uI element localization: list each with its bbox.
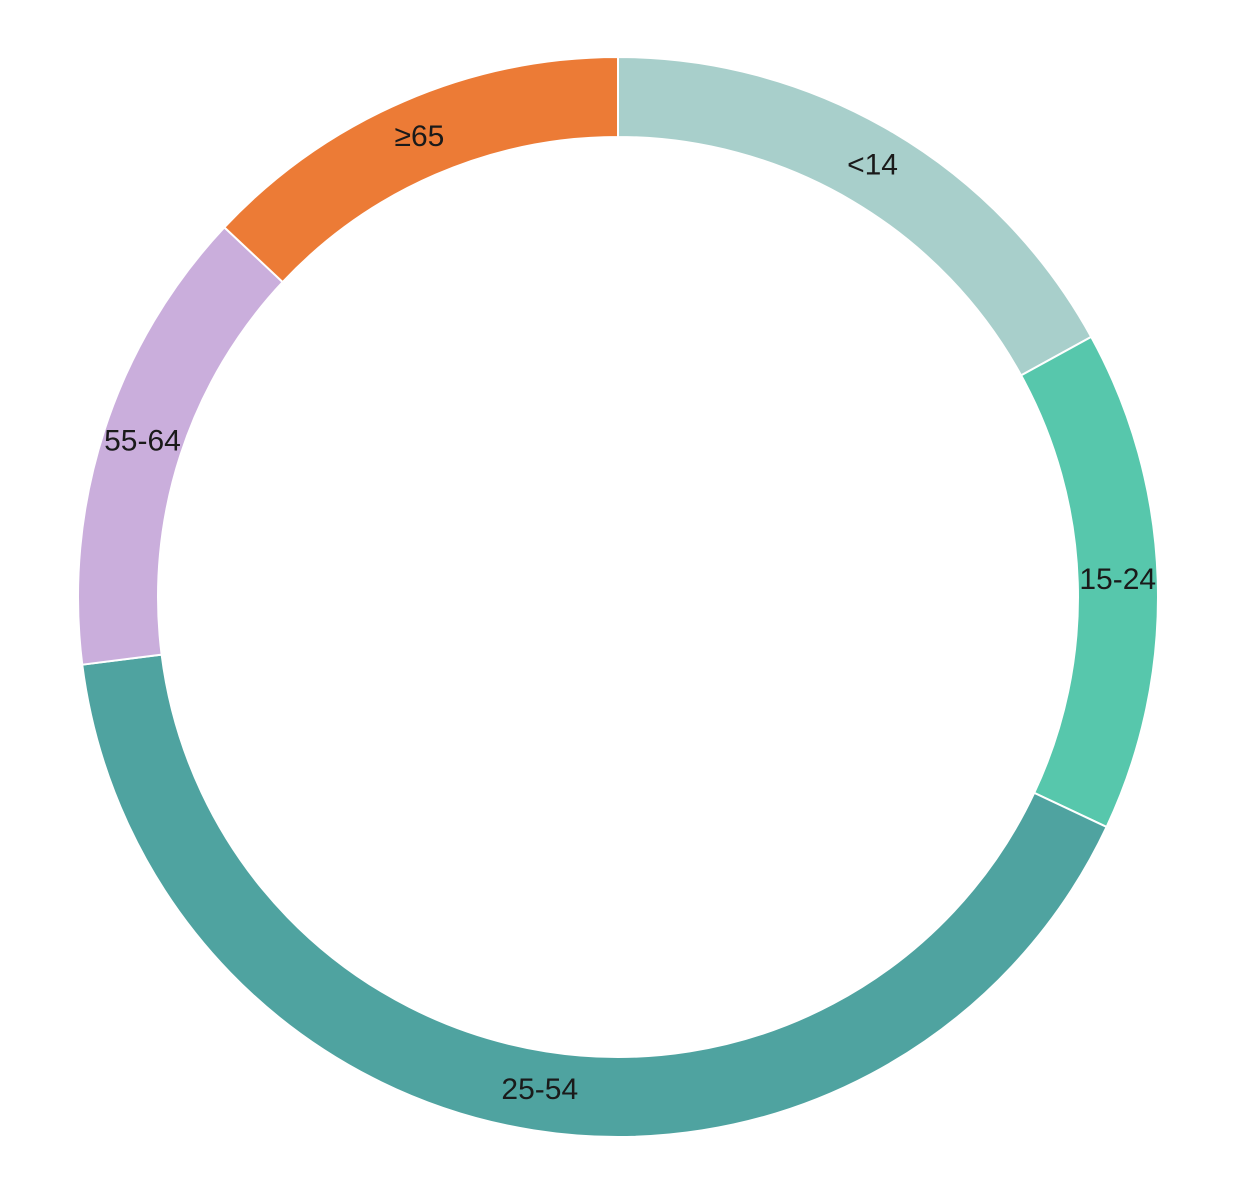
- donut-slices: [78, 57, 1158, 1137]
- slice-label: 25-54: [501, 1073, 578, 1106]
- donut-slice: [224, 57, 618, 282]
- slice-label: <14: [847, 149, 898, 182]
- slice-label: 15-24: [1079, 563, 1156, 596]
- slice-label: ≥65: [395, 120, 445, 153]
- donut-svg: <14 15-24 25-54 55-64 ≥65: [0, 0, 1236, 1194]
- slice-label: 55-64: [104, 424, 181, 457]
- donut-slice: [618, 57, 1091, 375]
- donut-chart: <14 15-24 25-54 55-64 ≥65: [0, 0, 1236, 1194]
- donut-slice: [82, 655, 1106, 1137]
